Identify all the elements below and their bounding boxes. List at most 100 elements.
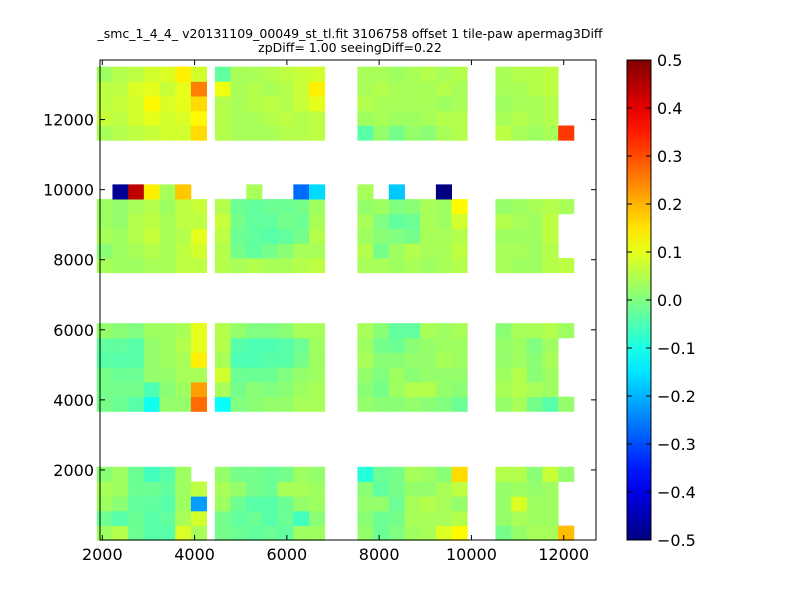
heatmap-cell <box>143 110 160 126</box>
heatmap-cell <box>309 257 326 274</box>
heatmap-cell <box>112 199 129 215</box>
heatmap-cell <box>214 243 231 259</box>
heatmap-cell <box>435 496 452 512</box>
heatmap-cell <box>435 481 452 497</box>
heatmap-cell <box>495 396 512 412</box>
heatmap-cell <box>357 199 374 215</box>
heatmap-cell <box>511 110 528 126</box>
x-axis: 2000 4000 6000 8000 10000 12000 <box>82 60 589 564</box>
heatmap-cell <box>159 481 176 497</box>
heatmap-cell <box>451 496 468 512</box>
heatmap-cell <box>159 213 176 229</box>
heatmap-cell <box>175 496 192 512</box>
heatmap-cell <box>96 381 113 398</box>
heatmap-cell <box>373 510 390 527</box>
heatmap-cell <box>542 228 559 244</box>
heatmap-cell <box>404 367 421 383</box>
heatmap-cell <box>112 243 129 259</box>
heatmap-cell <box>261 481 279 497</box>
heatmap-cell <box>420 510 437 527</box>
heatmap-cell <box>277 199 294 215</box>
heatmap-cell <box>159 496 176 512</box>
heatmap-cell <box>143 510 160 527</box>
heatmap-cell <box>388 496 405 512</box>
heatmap-cell <box>435 184 452 200</box>
heatmap-cell <box>357 213 374 229</box>
heatmap-cell <box>230 337 247 353</box>
heatmap-cell <box>420 81 437 97</box>
heatmap-cell <box>261 396 279 412</box>
heatmap-cell <box>526 81 543 97</box>
heatmap-cell <box>293 96 310 112</box>
heatmap-cell <box>388 466 405 482</box>
heatmap-cell <box>357 337 374 353</box>
heatmap-cell <box>175 381 192 398</box>
heatmap-cell <box>293 213 310 229</box>
heatmap-cell <box>526 510 543 527</box>
heatmap-cell <box>230 96 247 112</box>
heatmap-cell <box>175 228 192 244</box>
heatmap-cell <box>214 199 231 215</box>
heatmap-cell <box>277 367 294 383</box>
heatmap-cell <box>309 96 326 112</box>
heatmap-cell <box>246 213 263 229</box>
heatmap-cell <box>526 323 543 339</box>
heatmap-cell <box>526 199 543 215</box>
heatmap-cell <box>451 81 468 97</box>
heatmap-cell <box>451 243 468 259</box>
heatmap-cell <box>357 510 374 527</box>
heatmap-cell <box>420 323 437 339</box>
heatmap-cell <box>357 125 374 141</box>
heatmap-cell <box>388 337 405 353</box>
heatmap-cell <box>511 481 528 497</box>
heatmap-cell <box>309 125 326 141</box>
heatmap-cell <box>451 481 468 497</box>
heatmap-cell <box>96 367 113 383</box>
heatmap-cell <box>159 510 176 527</box>
heatmap-cell <box>388 184 405 200</box>
heatmap-cell <box>159 352 176 368</box>
heatmap-cell <box>309 199 326 215</box>
heatmap-cell <box>277 496 294 512</box>
heatmap-cell <box>277 323 294 339</box>
heatmap-cell <box>230 243 247 259</box>
heatmap-cell <box>451 525 468 541</box>
chart-title-line2: zpDiff= 1.00 seeingDiff=0.22 <box>258 40 442 55</box>
heatmap-cell <box>435 213 452 229</box>
heatmap-cell <box>143 323 160 339</box>
heatmap-cell <box>420 367 437 383</box>
heatmap-cell <box>388 228 405 244</box>
heatmap-cell <box>526 525 543 541</box>
heatmap-cell <box>526 496 543 512</box>
heatmap-cell <box>404 213 421 229</box>
heatmap-cell <box>511 125 528 141</box>
heatmap-cell <box>112 466 129 482</box>
heatmap-cell <box>511 466 528 482</box>
heatmap-cell <box>246 199 263 215</box>
heatmap-cell <box>373 352 390 368</box>
heatmap-cell <box>373 396 390 412</box>
heatmap-cell <box>451 199 468 215</box>
heatmap-cell <box>357 352 374 368</box>
heatmap-cell <box>293 496 310 512</box>
heatmap-cell <box>230 125 247 141</box>
heatmap-cell <box>230 352 247 368</box>
heatmap-cell <box>420 337 437 353</box>
heatmap-cell <box>261 228 279 244</box>
heatmap-cell <box>128 367 145 383</box>
heatmap-cell <box>96 466 113 482</box>
heatmap-cell <box>190 323 207 339</box>
heatmap-cell <box>451 352 468 368</box>
heatmap-cell <box>214 323 231 339</box>
heatmap-cell <box>293 510 310 527</box>
heatmap-cell <box>293 367 310 383</box>
x-tick-label: 6000 <box>267 545 308 564</box>
heatmap-cell <box>159 228 176 244</box>
heatmap-cell <box>542 367 559 383</box>
heatmap-cell <box>373 381 390 398</box>
heatmap-cell <box>404 257 421 274</box>
heatmap-cell <box>388 199 405 215</box>
heatmap-cell <box>293 381 310 398</box>
heatmap-cell <box>214 367 231 383</box>
